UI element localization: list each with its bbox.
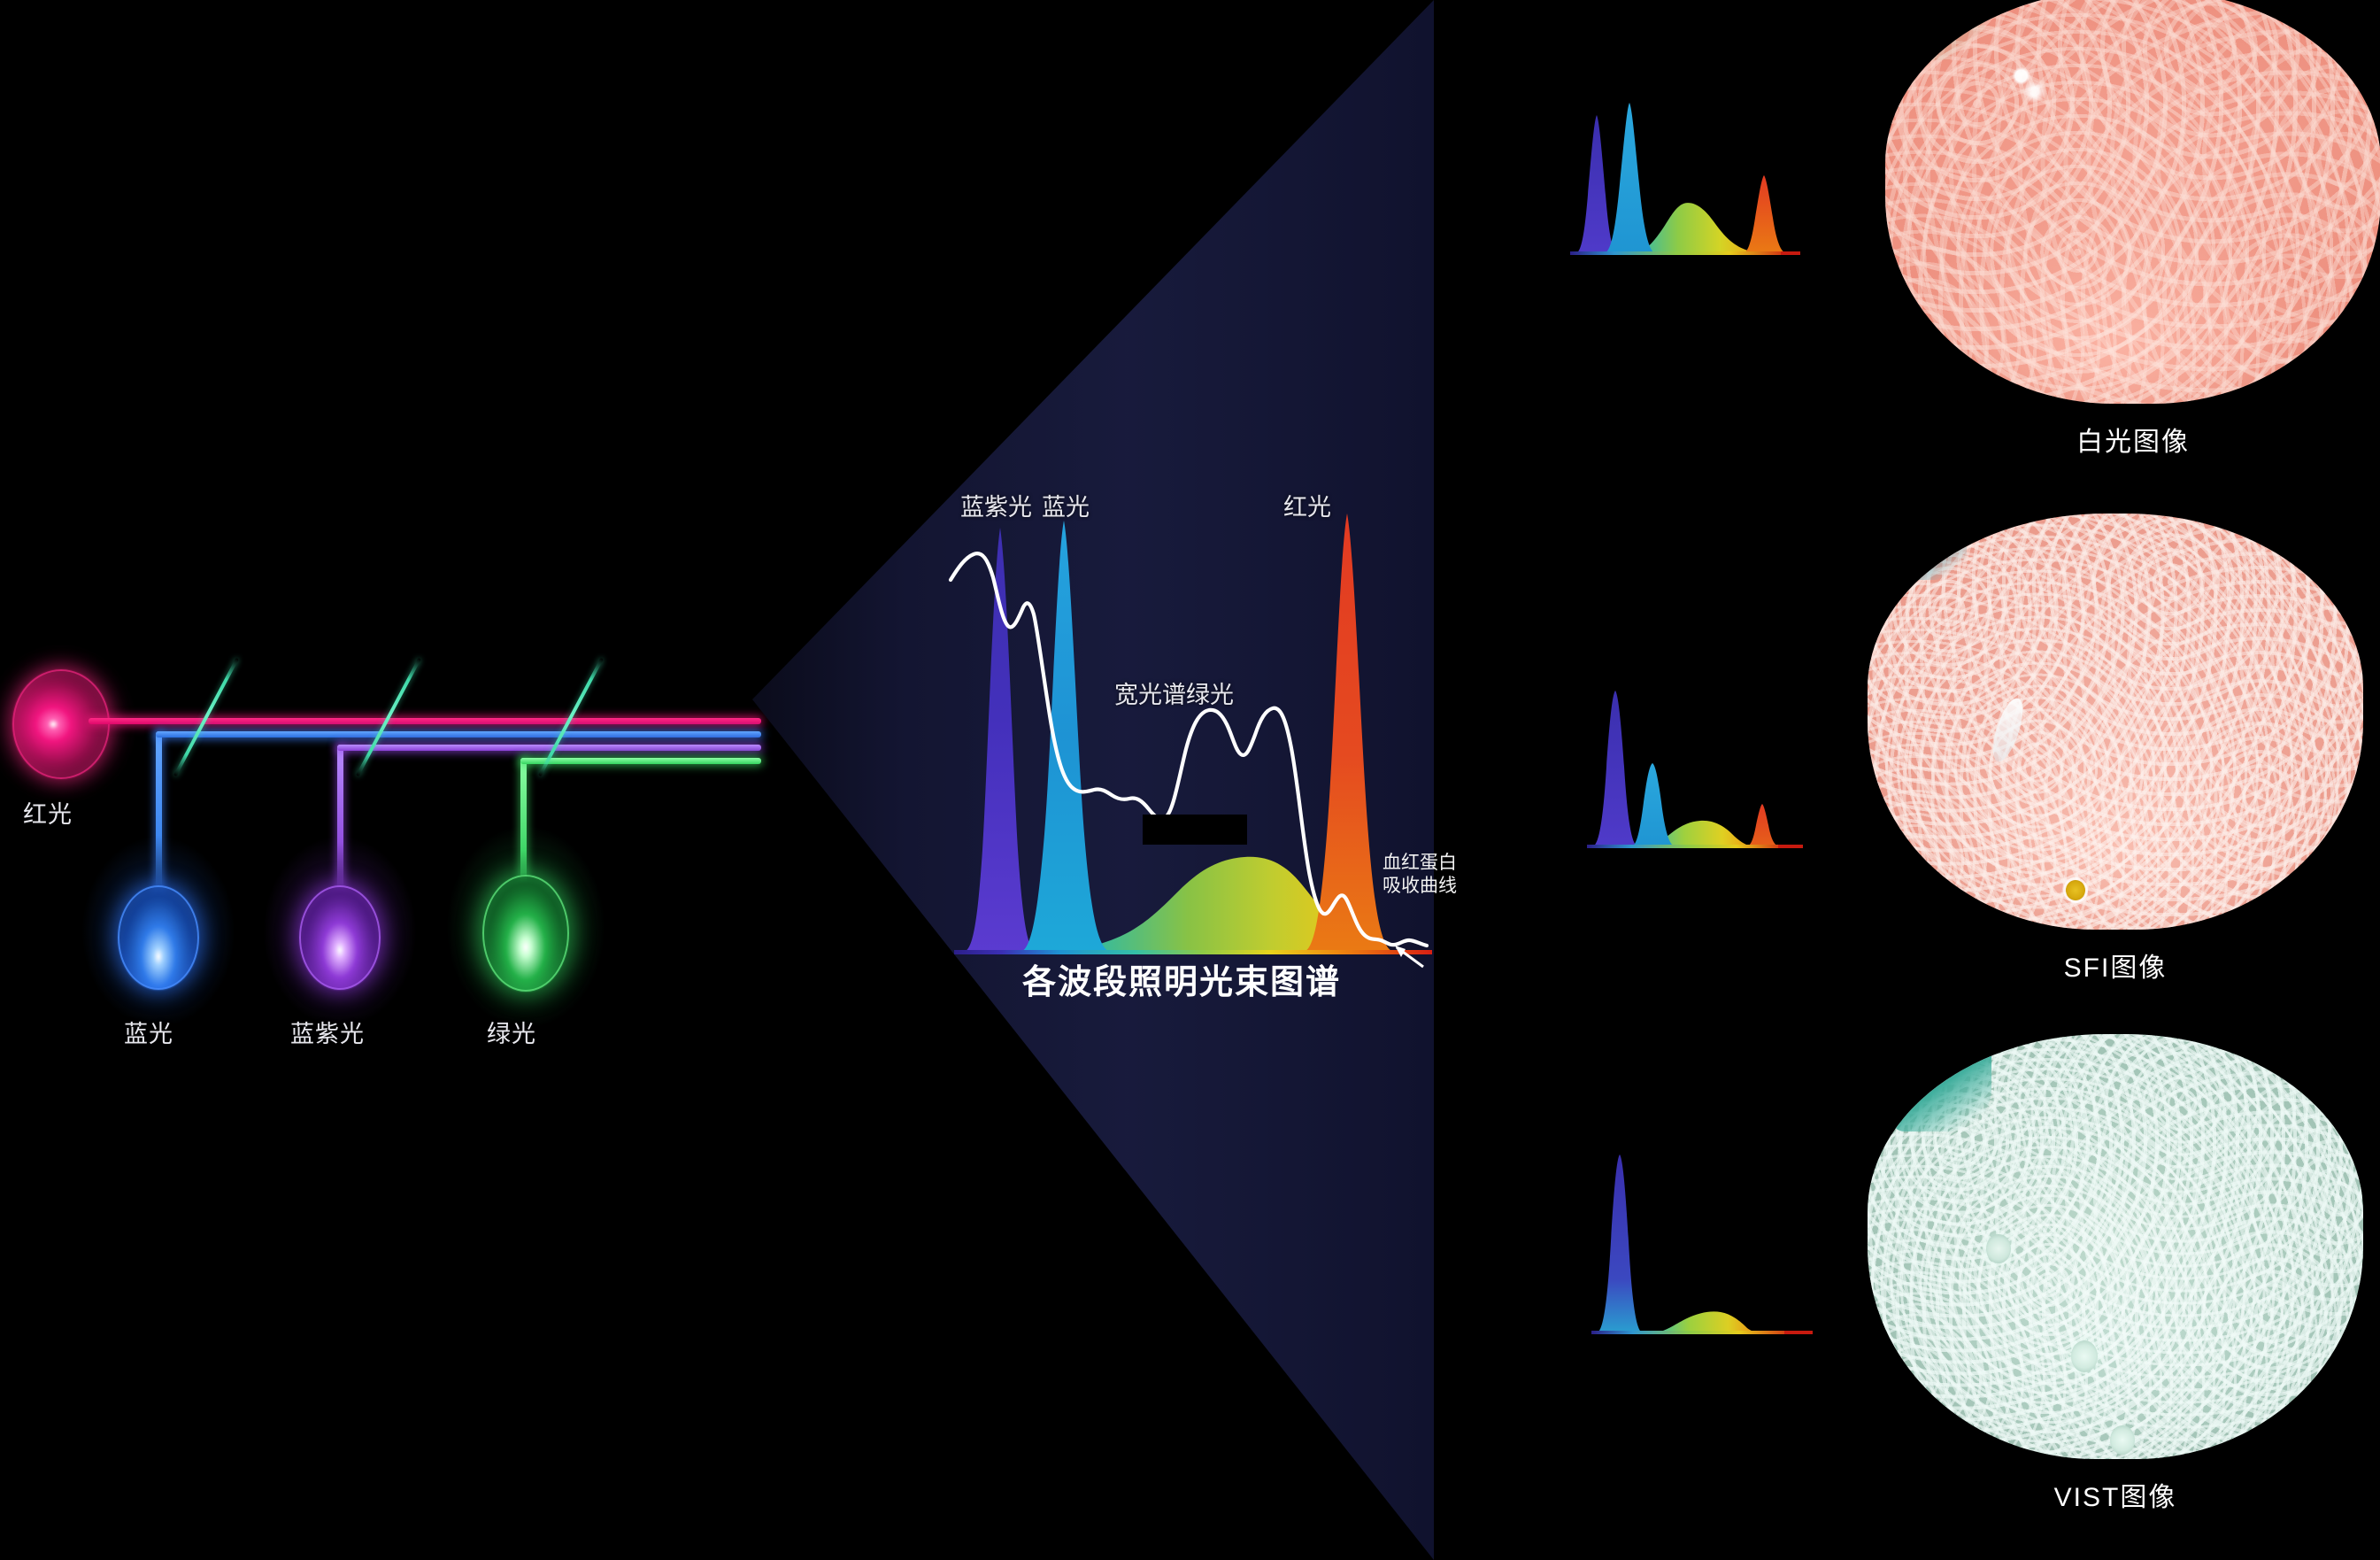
dichroic-mirror-1: [173, 657, 239, 777]
mucosa-texture: [1885, 0, 2380, 404]
light-cone-wedge: [735, 0, 1460, 1560]
mini3-violet-peak: [1597, 1155, 1643, 1332]
endoscopic-view-white-light: [1885, 0, 2380, 404]
peak-label-green: 宽光谱绿光: [1114, 682, 1234, 708]
green-beam-horizontal: [520, 758, 761, 764]
mini1-baseline: [1570, 251, 1791, 255]
mini2-baseline: [1587, 845, 1789, 848]
mini3-baseline: [1591, 1331, 1797, 1334]
red-beam: [89, 718, 761, 724]
annotation-arrow-head: [1395, 946, 1406, 957]
spectrum-plot-svg: [948, 514, 1432, 969]
peak-label-violet: 蓝紫光: [960, 494, 1032, 521]
mini1-violet-peak: [1575, 115, 1618, 253]
mini-spectrum-white-light: [1540, 89, 1806, 274]
spectrum-chart-title: 各波段照明光束图谱: [1022, 964, 1342, 1001]
mini1-red-tail: [1781, 251, 1800, 255]
green-beam-vertical: [520, 758, 527, 926]
illumination-spectrum-chart: [938, 469, 1434, 1027]
caption-vist: VIST图像: [2053, 1483, 2177, 1512]
mini-spectrum-sfi: [1553, 682, 1819, 868]
violet-emitter-ring: [299, 885, 381, 990]
red-emitter-ring: [12, 669, 110, 779]
green-light-label: 绿光: [487, 1021, 536, 1047]
gland-opening-2: [2070, 1340, 2099, 1372]
violet-beam-vertical: [337, 745, 343, 922]
mini2-violet-peak: [1592, 691, 1638, 846]
endoscopic-image-vist: VIST图像: [1868, 1034, 2363, 1512]
blue-beam-vertical: [156, 731, 162, 921]
violet-light-label: 蓝紫光: [290, 1021, 365, 1047]
red-light-label: 红光: [23, 801, 73, 828]
caption-sfi: SFI图像: [2063, 954, 2168, 983]
mini2-blue-peak: [1631, 763, 1675, 846]
bubble-cluster: [2004, 55, 2054, 114]
endoscopic-image-sfi: SFI图像: [1868, 514, 2363, 983]
specular-highlight-probe: [1899, 0, 1984, 60]
hemoglobin-annotation-line1: 血红蛋白: [1383, 853, 1457, 873]
dichroic-mirror-2: [356, 657, 421, 777]
red-light-emitter: [0, 643, 138, 806]
blue-peak: [1020, 521, 1112, 952]
peak-label-blue: 蓝光: [1042, 494, 1090, 521]
peak-label-red: 红光: [1283, 494, 1331, 521]
violet-peak: [963, 528, 1037, 952]
hemoglobin-absorption-curve: [948, 552, 1429, 948]
redaction-bar: [1143, 815, 1247, 845]
mini2-red-peak: [1746, 804, 1780, 846]
green-light-emitter: [443, 822, 608, 1032]
endoscopic-image-white-light: 白光图像: [1885, 0, 2380, 457]
mini3-green-band: [1655, 1311, 1760, 1332]
mini1-blue-peak: [1604, 103, 1656, 253]
mini3-red-tail: [1784, 1331, 1813, 1334]
blue-light-emitter: [79, 832, 238, 1031]
hemoglobin-annotation-line2: 吸收曲线: [1383, 876, 1457, 897]
red-peak: [1303, 514, 1395, 952]
violet-light-emitter: [260, 832, 420, 1031]
spectral-baseline: [954, 950, 1432, 954]
violet-beam-horizontal: [337, 745, 761, 751]
yellow-marker-spot: [2066, 879, 2086, 901]
mini1-red-peak: [1743, 175, 1787, 253]
blue-emitter-ring: [118, 885, 199, 990]
specular-highlight-probe: [1887, 514, 1967, 581]
light-source-schematic: 红光 蓝光 蓝紫光: [0, 0, 797, 1560]
mini1-green-band: [1636, 203, 1757, 253]
blue-light-label: 蓝光: [124, 1021, 173, 1047]
green-emitter-ring: [482, 875, 569, 992]
mini2-green-band: [1647, 820, 1752, 846]
mucosa-texture: [1868, 514, 2363, 930]
mini-spectrum-vist: [1558, 1142, 1823, 1355]
caption-white-light: 白光图像: [2076, 428, 2190, 457]
specular-highlight-probe: [1892, 1038, 1991, 1132]
endoscopic-view-vist: [1868, 1034, 2363, 1459]
gland-opening-1: [1986, 1233, 2012, 1264]
endoscopic-view-sfi: [1868, 514, 2363, 930]
blue-beam-horizontal: [156, 731, 761, 738]
hemoglobin-annotation: 血红蛋白 吸收曲线: [1383, 852, 1457, 899]
mini2-red-tail: [1778, 845, 1803, 848]
gland-opening-3: [2110, 1425, 2136, 1456]
